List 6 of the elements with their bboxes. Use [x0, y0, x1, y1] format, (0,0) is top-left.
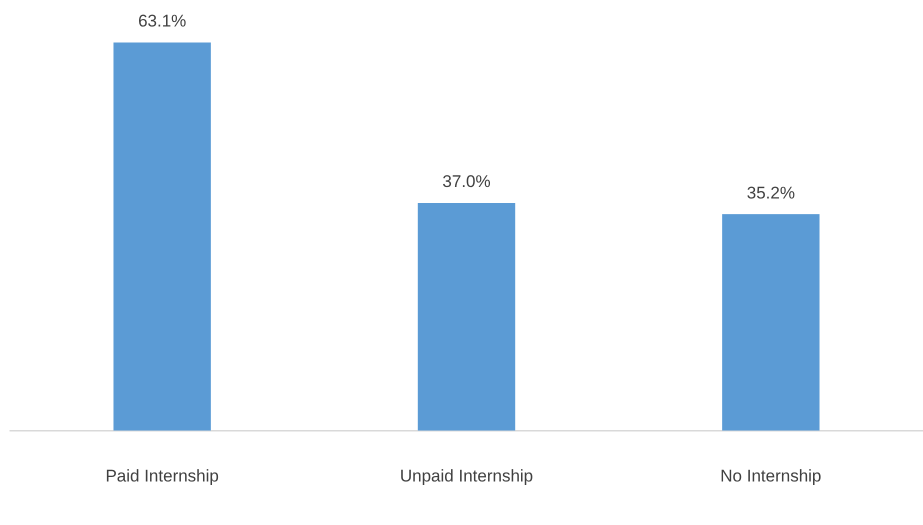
- data-label: 35.2%: [746, 183, 795, 202]
- data-label: 63.1%: [138, 12, 186, 31]
- x-tick-label: Paid Internship: [105, 466, 219, 486]
- x-tick-label: Unpaid Internship: [400, 466, 534, 486]
- x-tick-label: No Internship: [720, 466, 822, 486]
- data-label: 37.0%: [442, 172, 491, 192]
